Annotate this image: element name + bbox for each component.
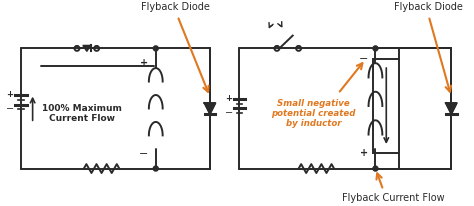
Text: −: − — [6, 104, 14, 115]
Polygon shape — [83, 46, 91, 51]
Text: −: − — [359, 54, 368, 64]
Text: +: + — [225, 94, 232, 103]
Circle shape — [153, 46, 158, 51]
Text: +: + — [360, 148, 368, 158]
Polygon shape — [446, 103, 457, 114]
Text: +: + — [7, 90, 13, 99]
Bar — [374, 59, 399, 153]
Text: −: − — [139, 149, 149, 159]
Circle shape — [373, 166, 378, 171]
Text: 100% Maximum
Current Flow: 100% Maximum Current Flow — [42, 104, 122, 123]
Text: Flyback Diode: Flyback Diode — [141, 2, 210, 12]
Text: Flyback Diode: Flyback Diode — [394, 2, 463, 12]
Text: Flyback Current Flow: Flyback Current Flow — [342, 193, 445, 203]
Text: Small negative
potential created
by inductor: Small negative potential created by indu… — [271, 98, 356, 128]
Text: −: − — [225, 108, 233, 118]
Text: +: + — [140, 58, 148, 68]
Circle shape — [153, 166, 158, 171]
Circle shape — [373, 46, 378, 51]
Polygon shape — [204, 103, 215, 114]
